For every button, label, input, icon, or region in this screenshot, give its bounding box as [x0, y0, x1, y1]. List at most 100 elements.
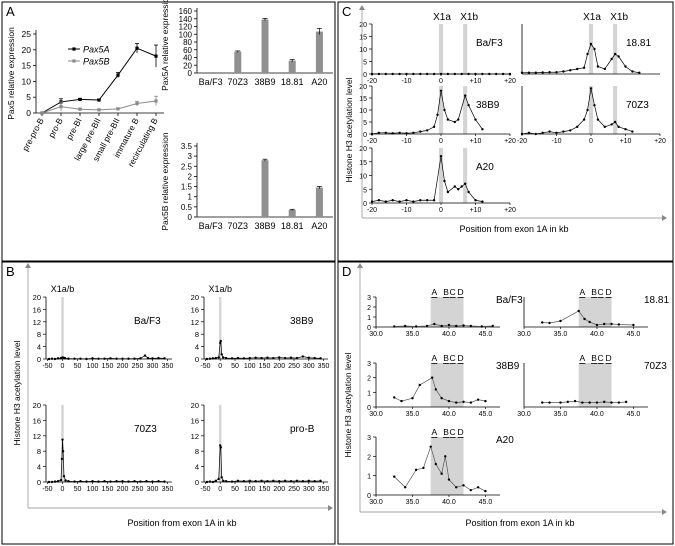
a-bar-bottom-y-tick-label: 2.5	[181, 162, 193, 171]
d-1-point	[548, 321, 551, 325]
c-0-point	[481, 72, 484, 76]
c-2-point	[419, 130, 422, 133]
d-4-point	[469, 488, 473, 492]
d-2-region-label: C	[450, 353, 456, 363]
a-bar-top-bar	[315, 31, 323, 74]
a-line-point	[116, 73, 120, 77]
d-2-y-tick-label: 2	[367, 376, 371, 383]
b-1-x-tick-label: 300	[303, 363, 315, 370]
b-1-point	[307, 356, 310, 359]
b-2-point	[64, 479, 67, 482]
c-1-point	[520, 71, 524, 74]
a-bar-bottom-category-label: A20	[311, 221, 327, 231]
b-1-x-tick-label: 50	[231, 363, 239, 370]
c-0-point	[508, 72, 512, 76]
c-4-region-x1b	[463, 148, 468, 203]
b-2-x-tick-label: 300	[147, 486, 159, 493]
d-4-x-tick-label: 30.0	[369, 499, 383, 506]
d-1-region-label: B	[591, 287, 597, 297]
c-4-y-tick-label: 0	[363, 201, 367, 208]
c-2-x-tick-label: +20	[504, 138, 516, 145]
c-1-point	[548, 71, 551, 74]
b-0-point	[139, 357, 142, 360]
d-0-region-label: A	[432, 287, 438, 297]
c-2-region-x1a	[438, 86, 444, 134]
c-2-y-tick-label: 10	[359, 108, 367, 115]
d-1-point	[632, 323, 635, 327]
a-bar-top-category-label: A20	[311, 77, 327, 87]
b-x-arrowhead	[328, 505, 333, 511]
b-3-y-tick-label: 20	[191, 401, 199, 410]
d-3-point	[617, 401, 621, 404]
c-4-point	[481, 200, 484, 203]
c-0-point	[432, 72, 436, 76]
b-3-point	[205, 480, 209, 484]
a-line-point	[97, 108, 101, 112]
d-2-region-label: A	[432, 353, 438, 363]
c-3-point	[520, 132, 524, 136]
b-2-point	[109, 480, 112, 483]
b-2-point	[103, 480, 106, 483]
c-4-point	[453, 185, 456, 188]
c-3-x-tick-label: -10	[551, 138, 561, 145]
a-bar-bottom-y-tick-label: 3.5	[181, 142, 193, 151]
b-1-point	[208, 357, 212, 360]
d-0-x-tick-label: 35.0	[406, 331, 420, 338]
c-1-point	[593, 47, 596, 51]
c-3-point	[624, 128, 627, 131]
c-2-point	[377, 131, 381, 134]
b-2-y-tick-label: 4	[37, 463, 41, 472]
a-bar-top-y-tick-label: 100	[179, 30, 193, 39]
c-1-point	[617, 55, 620, 58]
b-2-x-tick-label: 250	[132, 486, 144, 493]
b-0-point	[91, 357, 94, 360]
b-1-point	[283, 356, 287, 360]
c-3-region-x1a	[588, 86, 594, 134]
b-1-point	[260, 356, 263, 360]
c-0-region-x1a	[438, 24, 444, 74]
b-0-y-tick-label: 12	[33, 318, 41, 327]
b-ylabel: Histone H3 acetylation level	[12, 340, 22, 445]
d-1-point	[588, 320, 591, 324]
b-1-y-tick-label: 4	[195, 343, 199, 352]
c-4-point	[460, 185, 463, 188]
c-2-point	[398, 131, 401, 134]
b-0-point	[157, 356, 160, 360]
d-3-x-tick-label: 40.0	[590, 411, 604, 418]
b-xlabel: Position from exon 1A in kb	[127, 518, 236, 528]
d-0-point	[393, 325, 396, 328]
b-3-point	[307, 479, 310, 483]
d-3-x-tick-label: 35.0	[554, 411, 568, 418]
c-0-point	[377, 72, 381, 76]
b-1-point	[236, 356, 240, 360]
d-2-point	[411, 397, 414, 400]
b-2-point	[85, 480, 88, 483]
b-1-point	[219, 341, 222, 345]
d-1-label: 18.81	[644, 295, 669, 306]
b-2-y-tick-label: 8	[37, 447, 41, 456]
a-bar-bottom-category-label: 70Z3	[228, 221, 249, 231]
b-2-x-tick-label: 350	[162, 486, 174, 493]
c-3-point	[582, 118, 586, 121]
b-3-x-tick-label: 300	[303, 486, 315, 493]
c-0-point	[391, 72, 394, 76]
b-2-y-tick-label: 16	[33, 416, 41, 425]
c-3-label: 70Z3	[626, 100, 649, 111]
a-bar-top-y-tick-label: 160	[179, 7, 193, 16]
d-1-point	[577, 309, 580, 313]
b-1-y-tick-label: 20	[191, 293, 199, 302]
c-1-point	[576, 67, 579, 71]
d-0-region	[430, 297, 464, 327]
a-bar-top-ylabel: Pax5A relative expression	[160, 0, 170, 91]
b-3-point	[266, 480, 269, 483]
b-2-point	[127, 480, 130, 483]
b-0-point	[143, 354, 147, 357]
b-1-point	[205, 357, 209, 361]
b-2-point	[133, 480, 136, 483]
d-3-region-label: B	[591, 353, 597, 363]
b-y-arrowhead	[25, 263, 31, 268]
panel-c-frame	[337, 1, 674, 262]
b-1-region	[219, 297, 222, 359]
b-2-point	[151, 480, 154, 483]
c-3-point	[593, 104, 596, 107]
